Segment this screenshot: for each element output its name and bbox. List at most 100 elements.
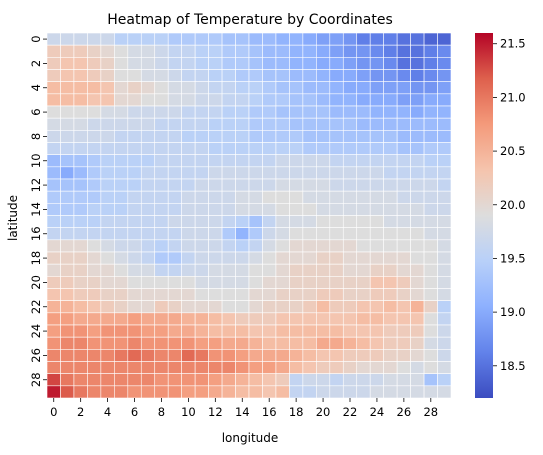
heatmap-cell	[140, 178, 156, 192]
x-tick-label: 28	[423, 405, 438, 419]
heatmap-cell	[167, 288, 182, 301]
heatmap-cell	[46, 178, 61, 192]
heatmap-cell	[369, 349, 384, 362]
heatmap-cell	[383, 105, 398, 119]
heatmap-cell	[235, 312, 250, 326]
heatmap-cell	[275, 32, 290, 46]
heatmap-cell	[262, 349, 277, 362]
heatmap-cell	[275, 288, 290, 301]
heatmap-cell	[87, 215, 102, 228]
heatmap-cell	[87, 57, 102, 70]
heatmap-cell	[154, 69, 169, 82]
heatmap-cell	[73, 215, 88, 228]
heatmap-cell	[329, 69, 344, 82]
heatmap-cell	[154, 154, 169, 168]
heatmap-cell	[383, 178, 398, 192]
heatmap-cell	[275, 215, 290, 228]
heatmap-cell	[194, 203, 209, 216]
heatmap-cell	[46, 32, 61, 46]
heatmap-cell	[410, 190, 425, 204]
heatmap-cell	[410, 300, 425, 314]
heatmap-cell	[248, 166, 263, 180]
heatmap-cell	[302, 203, 317, 216]
heatmap-cell	[114, 105, 129, 119]
heatmap-cell	[140, 154, 156, 168]
heatmap-cell	[262, 166, 277, 180]
heatmap-cell	[342, 105, 358, 119]
heatmap-cell	[73, 130, 88, 143]
heatmap-cell	[221, 190, 236, 204]
heatmap-cell	[289, 81, 304, 95]
heatmap-cell	[208, 57, 223, 70]
heatmap-cell	[100, 349, 115, 362]
heatmap-cell	[262, 288, 277, 301]
heatmap-cell	[289, 227, 304, 241]
heatmap-cell	[114, 57, 129, 70]
heatmap-cell	[100, 385, 115, 399]
heatmap-cell	[248, 130, 263, 143]
heatmap-cell	[329, 215, 344, 228]
heatmap-cell	[208, 105, 223, 119]
x-tick-label: 10	[181, 405, 196, 419]
heatmap-cell	[437, 81, 452, 95]
heatmap-cell	[410, 239, 425, 253]
heatmap-cell	[369, 69, 384, 82]
heatmap-cell	[383, 263, 398, 277]
heatmap-cell	[46, 203, 61, 216]
heatmap-cell	[60, 349, 75, 362]
heatmap-cell	[87, 263, 102, 277]
heatmap-cells	[46, 32, 452, 399]
heatmap-cell	[410, 288, 425, 301]
heatmap-cell	[140, 312, 156, 326]
heatmap-cell	[275, 276, 290, 289]
heatmap-cell	[316, 130, 331, 143]
heatmap-cell	[248, 178, 263, 192]
heatmap-cell	[410, 349, 425, 362]
y-tick-label: 20	[29, 275, 43, 290]
heatmap-cell	[100, 178, 115, 192]
heatmap-cell	[342, 178, 358, 192]
heatmap-cell	[60, 93, 75, 107]
heatmap-cell	[383, 239, 398, 253]
heatmap-cell	[248, 385, 263, 399]
heatmap-cell	[289, 239, 304, 253]
heatmap-cell	[396, 117, 411, 131]
heatmap-cell	[181, 263, 196, 277]
heatmap-cell	[73, 32, 88, 46]
heatmap-cell	[114, 93, 129, 107]
heatmap-cell	[396, 154, 411, 168]
heatmap-cell	[396, 251, 411, 265]
heatmap-cell	[410, 142, 425, 155]
heatmap-cell	[396, 93, 411, 107]
heatmap-cell	[181, 336, 196, 350]
heatmap-cell	[342, 203, 358, 216]
heatmap-cell	[329, 251, 344, 265]
heatmap-cell	[342, 300, 358, 314]
heatmap-cell	[100, 324, 115, 338]
heatmap-cell	[167, 117, 182, 131]
heatmap-cell	[316, 32, 331, 46]
heatmap-cell	[100, 81, 115, 95]
heatmap-cell	[140, 142, 156, 155]
heatmap-cell	[114, 349, 129, 362]
heatmap-cell	[289, 312, 304, 326]
heatmap-cell	[423, 105, 438, 119]
heatmap-cell	[302, 215, 317, 228]
heatmap-cell	[329, 81, 344, 95]
heatmap-cell	[302, 81, 317, 95]
x-axis-ticks: 0 2 4 6 8 10 12 14 16 18 20 22 24 26 28	[50, 398, 438, 419]
heatmap-cell	[289, 57, 304, 70]
heatmap-cell	[181, 130, 196, 143]
heatmap-cell	[369, 32, 384, 46]
heatmap-cell	[221, 105, 236, 119]
heatmap-cell	[356, 227, 371, 241]
heatmap-cell	[437, 300, 452, 314]
heatmap-cell	[396, 105, 411, 119]
heatmap-cell	[329, 288, 344, 301]
heatmap-cell	[235, 373, 250, 387]
heatmap-cell	[154, 312, 169, 326]
heatmap-cell	[100, 32, 115, 46]
heatmap-cell	[87, 69, 102, 82]
heatmap-cell	[60, 190, 75, 204]
